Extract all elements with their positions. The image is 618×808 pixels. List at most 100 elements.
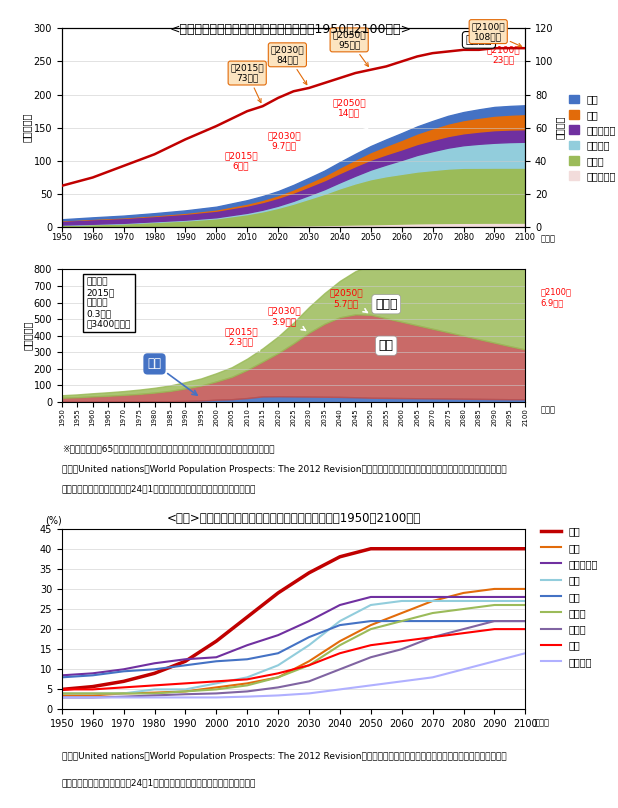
インド <box>182 689 189 699</box>
世界 <box>522 625 529 634</box>
世界 <box>243 675 251 684</box>
中国 <box>58 688 66 698</box>
Text: （2030）
9.7億人: （2030） 9.7億人 <box>268 132 305 160</box>
Line: ヨーロッパ: ヨーロッパ <box>62 597 525 675</box>
Text: （2050）
5.7億人: （2050） 5.7億人 <box>329 288 367 313</box>
中国 <box>491 596 498 606</box>
アフリカ <box>89 692 96 702</box>
Text: (%): (%) <box>46 515 62 525</box>
アフリカ <box>398 676 405 686</box>
北米 <box>274 648 282 658</box>
北米 <box>89 671 96 680</box>
アジア <box>491 600 498 610</box>
中国 <box>243 672 251 682</box>
北米 <box>243 654 251 664</box>
ヨーロッパ <box>274 630 282 640</box>
中国 <box>367 600 375 610</box>
インド <box>243 687 251 696</box>
日本 <box>120 676 127 686</box>
Line: 日本: 日本 <box>62 549 525 689</box>
世界 <box>429 633 436 642</box>
中国 <box>305 641 313 650</box>
Line: 世界: 世界 <box>62 629 525 689</box>
ヨーロッパ <box>305 617 313 626</box>
アフリカ <box>213 692 220 702</box>
Text: 世界人口: 世界人口 <box>466 35 492 45</box>
中国 <box>522 596 529 606</box>
日本 <box>89 682 96 692</box>
北米 <box>120 667 127 676</box>
インド <box>151 691 158 701</box>
日本 <box>367 544 375 553</box>
中国 <box>182 684 189 694</box>
日本 <box>305 568 313 578</box>
日本 <box>336 552 344 562</box>
南米 <box>151 688 158 697</box>
日本 <box>243 612 251 622</box>
日本 <box>398 544 405 553</box>
北米 <box>213 656 220 666</box>
アフリカ <box>491 656 498 666</box>
日本 <box>274 588 282 598</box>
世界 <box>274 668 282 678</box>
北米 <box>58 672 66 682</box>
Text: 資料：United nations：World Population Prospects: The 2012 Revisionより作成　（ただし日本は、国立社会: 資料：United nations：World Population Prosp… <box>62 465 506 474</box>
Text: （2050）
95億人: （2050） 95億人 <box>332 30 368 66</box>
Text: （2015）
6億人: （2015） 6億人 <box>224 151 260 184</box>
Text: （2100）
6.9億人: （2100） 6.9億人 <box>541 288 572 307</box>
中国 <box>336 617 344 626</box>
南米 <box>58 691 66 701</box>
インド <box>398 644 405 654</box>
アジア <box>398 617 405 626</box>
南米 <box>213 683 220 692</box>
ヨーロッパ <box>522 592 529 602</box>
南米 <box>89 691 96 701</box>
ヨーロッパ <box>367 592 375 602</box>
アジア <box>522 600 529 610</box>
世界 <box>460 629 467 638</box>
Text: <世界人口及び高齢者人口の推移と推計（1950～2100年）>: <世界人口及び高齢者人口の推移と推計（1950～2100年）> <box>169 23 412 36</box>
北米 <box>151 664 158 674</box>
Text: （2050）
14億人: （2050） 14億人 <box>332 98 368 131</box>
アジア <box>89 688 96 698</box>
北米 <box>182 660 189 670</box>
世界 <box>182 679 189 688</box>
南米 <box>305 656 313 666</box>
南米 <box>429 596 436 606</box>
Text: （2100）
23億人: （2100） 23億人 <box>487 45 522 72</box>
中国 <box>429 596 436 606</box>
中国 <box>120 688 127 698</box>
Line: インド: インド <box>62 621 525 697</box>
Text: 日本: 日本 <box>148 357 197 395</box>
ヨーロッパ <box>491 592 498 602</box>
ヨーロッパ <box>243 641 251 650</box>
Legend: 日本, 南米, ヨーロッパ, 中国, 北米, アジア, インド, 世界, アフリカ: 日本, 南米, ヨーロッパ, 中国, 北米, アジア, インド, 世界, アフリ… <box>540 524 600 669</box>
アフリカ <box>151 692 158 702</box>
ヨーロッパ <box>429 592 436 602</box>
アジア <box>120 688 127 698</box>
Text: 【日本】
2015年
高齢者数
0.3億人
（3400万人）: 【日本】 2015年 高齢者数 0.3億人 （3400万人） <box>87 278 131 328</box>
世界 <box>151 680 158 690</box>
北米 <box>367 617 375 626</box>
日本 <box>182 656 189 666</box>
アジア <box>367 625 375 634</box>
ヨーロッパ <box>398 592 405 602</box>
日本 <box>522 544 529 553</box>
Line: アジア: アジア <box>62 605 525 693</box>
アフリカ <box>460 664 467 674</box>
インド <box>522 617 529 626</box>
Text: 「日本の将来推計」（平成24年1月推計）、出生・死亡中位推計値を使用）: 「日本の将来推計」（平成24年1月推計）、出生・死亡中位推計値を使用） <box>62 778 256 787</box>
北米 <box>398 617 405 626</box>
日本 <box>151 668 158 678</box>
インド <box>274 683 282 692</box>
アフリカ <box>182 692 189 702</box>
インド <box>89 692 96 702</box>
Text: （2015）
2.3億人: （2015） 2.3億人 <box>224 327 260 351</box>
Y-axis label: （千万人）: （千万人） <box>22 113 32 142</box>
インド <box>213 688 220 698</box>
世界 <box>491 625 498 634</box>
インド <box>336 664 344 674</box>
ヨーロッパ <box>182 654 189 664</box>
日本 <box>58 684 66 694</box>
アフリカ <box>274 691 282 701</box>
